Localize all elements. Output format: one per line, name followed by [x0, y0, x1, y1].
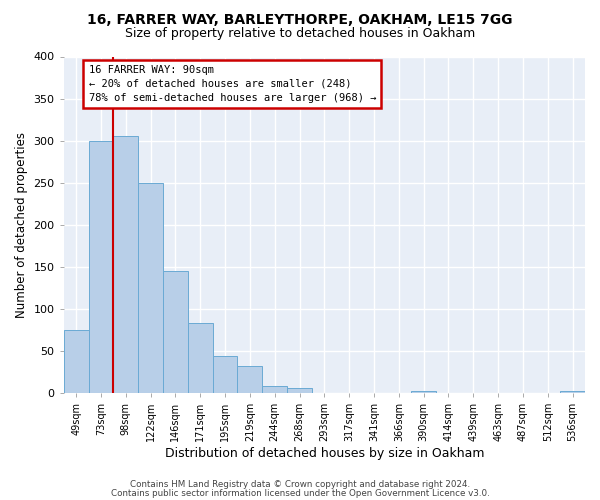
Text: Contains HM Land Registry data © Crown copyright and database right 2024.: Contains HM Land Registry data © Crown c…	[130, 480, 470, 489]
Bar	[113, 136, 138, 393]
Bar	[262, 386, 287, 393]
Text: Contains public sector information licensed under the Open Government Licence v3: Contains public sector information licen…	[110, 488, 490, 498]
Bar	[560, 392, 585, 393]
Bar	[163, 271, 188, 393]
Bar	[212, 356, 238, 393]
Bar	[138, 182, 163, 393]
Bar	[411, 392, 436, 393]
Text: Size of property relative to detached houses in Oakham: Size of property relative to detached ho…	[125, 28, 475, 40]
Bar	[287, 388, 312, 393]
Bar	[188, 323, 212, 393]
Y-axis label: Number of detached properties: Number of detached properties	[15, 132, 28, 318]
Bar	[238, 366, 262, 393]
Bar	[64, 330, 89, 393]
Bar	[89, 140, 113, 393]
Text: 16, FARRER WAY, BARLEYTHORPE, OAKHAM, LE15 7GG: 16, FARRER WAY, BARLEYTHORPE, OAKHAM, LE…	[87, 12, 513, 26]
X-axis label: Distribution of detached houses by size in Oakham: Distribution of detached houses by size …	[164, 447, 484, 460]
Text: 16 FARRER WAY: 90sqm
← 20% of detached houses are smaller (248)
78% of semi-deta: 16 FARRER WAY: 90sqm ← 20% of detached h…	[89, 65, 376, 103]
